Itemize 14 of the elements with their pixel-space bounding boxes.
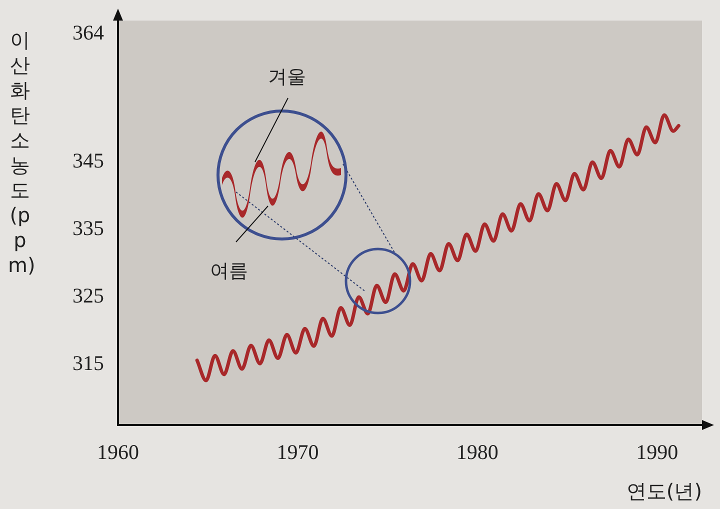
y-tick-label: 325 (72, 283, 104, 308)
x-tick-label: 1970 (276, 440, 319, 464)
line-series (195, 113, 680, 382)
y-tick-label: 364 (72, 20, 104, 45)
annotation: 겨울 (268, 65, 306, 90)
annotation: 여름 (210, 259, 248, 284)
y-tick-label: 315 (72, 350, 104, 375)
y-tick-label: 335 (72, 216, 104, 240)
text: 이산화 탄소 농도(ppm) (8, 28, 36, 277)
x-axis-title: 연도(년) (626, 479, 702, 504)
y-tick-label: 345 (72, 148, 104, 173)
x-tick-label: 1980 (456, 440, 498, 464)
x-tick-label: 1960 (97, 440, 139, 464)
x-tick-label: 1990 (636, 440, 678, 464)
